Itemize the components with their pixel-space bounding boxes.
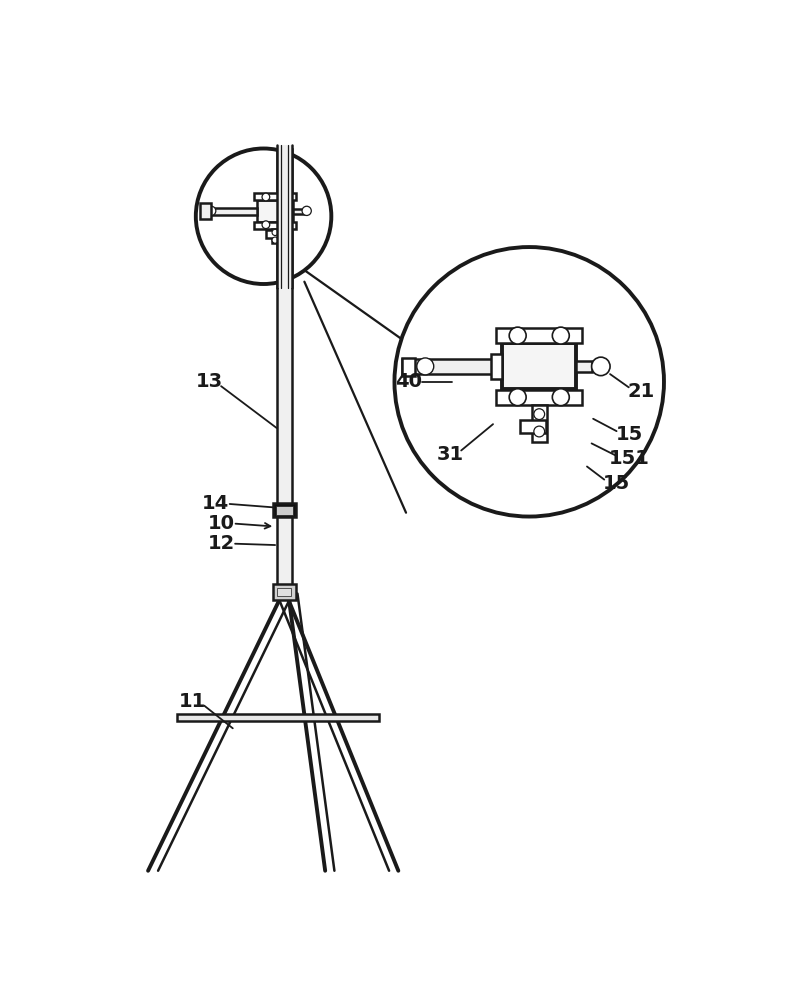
Bar [201, 203, 211, 219]
Text: 11: 11 [179, 692, 206, 711]
Bar [276, 506, 292, 515]
Circle shape [262, 221, 270, 229]
Text: 151: 151 [609, 449, 650, 468]
Circle shape [591, 357, 610, 376]
Bar [177, 714, 379, 721]
Circle shape [509, 389, 527, 406]
Circle shape [417, 358, 434, 375]
Bar [402, 359, 503, 374]
Circle shape [196, 148, 332, 284]
Circle shape [302, 206, 312, 215]
Circle shape [207, 206, 216, 215]
Bar [531, 405, 547, 442]
Circle shape [262, 193, 270, 201]
Text: 12: 12 [208, 534, 235, 553]
Circle shape [552, 389, 569, 406]
Text: 15: 15 [616, 425, 643, 444]
Text: 31: 31 [436, 445, 463, 464]
Bar [257, 200, 292, 222]
Bar [276, 149, 292, 590]
Bar [503, 343, 576, 389]
Circle shape [509, 327, 527, 344]
Circle shape [552, 327, 569, 344]
Circle shape [272, 237, 278, 243]
Bar [254, 222, 296, 229]
Circle shape [280, 193, 288, 201]
Bar [496, 328, 582, 343]
Text: 14: 14 [202, 494, 229, 513]
Text: 15: 15 [602, 474, 630, 493]
Circle shape [280, 221, 288, 229]
Bar [292, 209, 304, 214]
Bar [272, 229, 279, 243]
Circle shape [534, 426, 545, 437]
Bar [576, 361, 591, 372]
Bar [496, 389, 582, 405]
Text: 21: 21 [627, 382, 654, 401]
Text: 40: 40 [395, 372, 422, 391]
Text: 13: 13 [196, 372, 223, 391]
Bar [276, 145, 292, 288]
Bar [254, 193, 296, 200]
Bar [272, 503, 296, 517]
Bar [266, 230, 285, 238]
Text: 10: 10 [208, 514, 235, 533]
Bar [402, 358, 415, 376]
Bar [277, 588, 292, 596]
Circle shape [395, 247, 664, 517]
Circle shape [272, 229, 278, 235]
Bar [520, 420, 547, 433]
Bar [272, 584, 296, 600]
Bar [491, 354, 503, 379]
Circle shape [534, 409, 545, 420]
Bar [202, 208, 257, 215]
